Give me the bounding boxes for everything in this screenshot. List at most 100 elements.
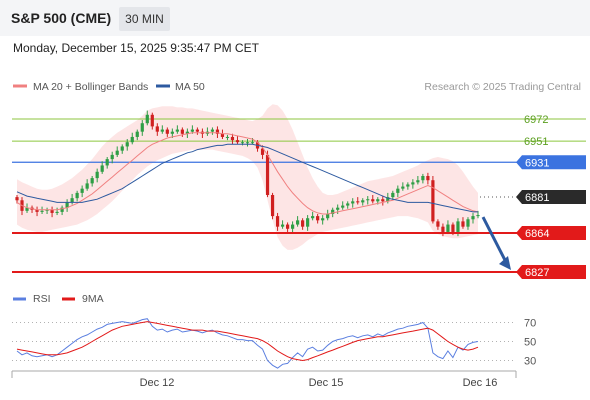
support-label-6864: 6864 <box>525 228 549 240</box>
ma50-legend-swatch <box>156 84 170 88</box>
candle-body <box>366 199 370 201</box>
x-tick-label: Dec 16 <box>463 377 498 389</box>
rsi-ma-legend-label: 9MA <box>82 293 104 305</box>
candle-body <box>301 220 305 227</box>
candle-body <box>120 146 124 151</box>
x-tick-label: Dec 15 <box>309 377 344 389</box>
chart-header: S&P 500 (CME) 30 MIN <box>0 0 590 36</box>
candle-body <box>170 131 174 134</box>
rsi-tick-70: 70 <box>524 318 536 330</box>
support-tag-6827 <box>516 265 586 280</box>
candle-body <box>431 180 435 222</box>
candle-body <box>456 221 460 232</box>
rsi-legend: RSI 9MA <box>13 293 104 305</box>
candle-body <box>185 131 189 134</box>
candle-body <box>341 205 345 208</box>
candle-body <box>476 215 480 217</box>
candle-body <box>471 216 475 220</box>
support-tag-6864 <box>516 226 586 240</box>
candle-body <box>15 197 19 201</box>
candle-body <box>60 207 64 212</box>
candle-body <box>115 150 119 155</box>
price-levels: 6972 6951 6931 6881 6864 6827 <box>516 114 586 280</box>
timeframe-button[interactable]: 30 MIN <box>119 7 170 31</box>
chart-datetime: Monday, December 15, 2025 9:35:47 PM CET <box>13 41 259 55</box>
ma20-legend-swatch <box>13 84 27 88</box>
last-price-tag-6881 <box>516 190 586 205</box>
candle-body <box>361 200 365 203</box>
candle-body <box>55 211 59 213</box>
candle-body <box>316 216 320 221</box>
candle-body <box>100 165 104 172</box>
candle-body <box>285 224 290 229</box>
candle-body <box>336 207 340 210</box>
legend: MA 20 + Bollinger Bands MA 50 Research ©… <box>13 81 581 93</box>
candle-body <box>80 188 84 193</box>
rsi-line <box>16 318 479 369</box>
candle-body <box>50 209 54 213</box>
rsi-tick-50: 50 <box>524 337 536 349</box>
candle-body <box>135 131 139 137</box>
candle-body <box>145 114 149 124</box>
candle-body <box>321 218 325 221</box>
resistance-label-6972: 6972 <box>524 114 548 126</box>
forecast-arrow-shaft <box>481 216 509 265</box>
candle-body <box>110 154 114 160</box>
candle-body <box>296 220 300 225</box>
candle-body <box>351 201 355 204</box>
resistance-label-6951: 6951 <box>524 136 548 148</box>
support-label-6827: 6827 <box>525 267 549 279</box>
candle-body <box>381 199 385 202</box>
candle-body <box>150 114 154 127</box>
time-axis: Dec 12 Dec 15 Dec 16 <box>11 370 517 389</box>
candle-body <box>235 140 240 143</box>
candle-body <box>306 218 310 227</box>
candle-body <box>401 186 405 189</box>
candle-body <box>356 201 360 203</box>
rsi-tick-30: 30 <box>524 356 536 368</box>
candle-body <box>190 129 194 132</box>
copyright-label: Research © 2025 Trading Central <box>424 81 581 93</box>
candle-body <box>386 197 390 202</box>
candle-body <box>275 216 280 227</box>
pivot-label-6931: 6931 <box>525 157 549 169</box>
candle-body <box>416 180 420 183</box>
candle-body <box>105 159 109 166</box>
candle-body <box>406 184 410 187</box>
candle-body <box>265 154 270 195</box>
rsi-legend-label: RSI <box>33 293 51 305</box>
candle-body <box>130 136 134 143</box>
candle-body <box>391 192 395 198</box>
candle-body <box>210 129 215 132</box>
candle-body <box>260 148 265 155</box>
candle-body <box>250 142 255 144</box>
candle-body <box>421 176 425 181</box>
candle-body <box>461 221 465 227</box>
candle-body <box>426 176 430 181</box>
candle-body <box>85 183 89 189</box>
ma20-legend-label: MA 20 + Bollinger Bands <box>33 81 148 93</box>
price-panel <box>12 104 586 274</box>
candle-body <box>270 195 275 217</box>
candle-body <box>446 224 450 232</box>
candle-body <box>411 182 415 185</box>
candle-body <box>165 129 169 134</box>
candle-body <box>371 199 375 202</box>
candle-body <box>441 226 445 232</box>
candle-body <box>175 129 179 132</box>
candle-body <box>40 210 44 212</box>
candle-body <box>155 126 159 132</box>
candle-body <box>225 136 230 138</box>
candle-body <box>215 129 220 134</box>
candle-body <box>220 133 225 137</box>
candle-body <box>230 136 235 141</box>
candle-body <box>65 202 69 208</box>
x-tick-label: Dec 12 <box>140 377 175 389</box>
candle-body <box>25 207 29 211</box>
candle-body <box>311 216 315 219</box>
candle-body <box>376 199 380 202</box>
candle-body <box>396 188 400 193</box>
instrument-title: S&P 500 (CME) <box>11 10 112 26</box>
candle-body <box>95 171 99 179</box>
